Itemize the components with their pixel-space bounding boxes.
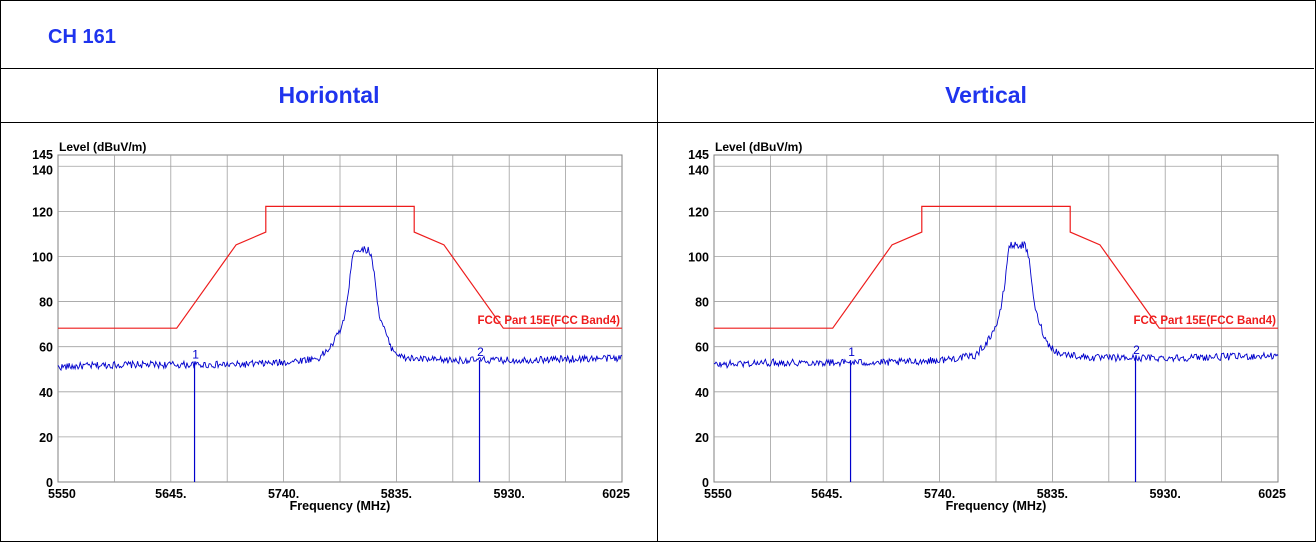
- x-tick-label: 5550: [48, 487, 76, 501]
- column-title-vertical: Vertical: [945, 82, 1027, 108]
- x-tick-label: 5835.: [381, 487, 412, 501]
- y-tick-label: 20: [695, 431, 709, 445]
- x-tick-label: 6025: [1258, 487, 1286, 501]
- y-axis-label: Level (dBuV/m): [59, 140, 146, 154]
- y-tick-label: 80: [695, 296, 709, 310]
- divider-vertical: [657, 68, 658, 541]
- y-tick-label: 20: [39, 431, 53, 445]
- marker-label: 1: [848, 345, 855, 359]
- y-tick-label: 40: [39, 386, 53, 400]
- y-tick-label: 0: [46, 476, 53, 490]
- y-tick-label: 100: [32, 250, 53, 264]
- limit-line-label: FCC Part 15E(FCC Band4): [1134, 315, 1277, 327]
- x-tick-label: 5740.: [268, 487, 299, 501]
- x-tick-label: 5930.: [494, 487, 525, 501]
- x-tick-label: 5930.: [1150, 487, 1181, 501]
- marker-label: 2: [477, 345, 484, 359]
- limit-line-label: FCC Part 15E(FCC Band4): [478, 315, 621, 327]
- measurement-trace: [713, 240, 1279, 369]
- measurement-trace: [57, 246, 623, 372]
- y-tick-label: 140: [688, 163, 709, 177]
- y-tick-label: 120: [32, 205, 53, 219]
- y-tick-label: 40: [695, 386, 709, 400]
- channel-title: CH 161: [48, 26, 116, 48]
- x-tick-label: 6025: [602, 487, 630, 501]
- y-tick-label: 0: [702, 476, 709, 490]
- limit-line: [714, 205, 1278, 329]
- x-tick-label: 5550: [704, 487, 732, 501]
- y-tick-label: 145: [688, 148, 709, 162]
- x-tick-label: 5645.: [155, 487, 186, 501]
- y-tick-label: 100: [688, 250, 709, 264]
- limit-line: [58, 205, 622, 329]
- y-tick-label: 145: [32, 148, 53, 162]
- y-tick-label: 60: [695, 341, 709, 355]
- y-tick-label: 140: [32, 163, 53, 177]
- y-tick-label: 80: [39, 296, 53, 310]
- y-tick-label: 120: [688, 205, 709, 219]
- y-tick-label: 60: [39, 341, 53, 355]
- marker-label: 1: [192, 347, 199, 361]
- x-tick-label: 5835.: [1037, 487, 1068, 501]
- x-axis-label: Frequency (MHz): [946, 499, 1047, 513]
- x-axis-label: Frequency (MHz): [290, 499, 391, 513]
- x-tick-label: 5740.: [924, 487, 955, 501]
- y-axis-label: Level (dBuV/m): [715, 140, 802, 154]
- x-tick-label: 5645.: [811, 487, 842, 501]
- column-title-horizontal: Horiontal: [278, 82, 380, 108]
- spectrum-chart-horizontal: FCC Part 15E(FCC Band4)1 2020406080100120…: [32, 140, 630, 513]
- spectrum-chart-vertical: FCC Part 15E(FCC Band4)1 2020406080100120…: [688, 140, 1286, 513]
- marker-label: 2: [1133, 343, 1140, 357]
